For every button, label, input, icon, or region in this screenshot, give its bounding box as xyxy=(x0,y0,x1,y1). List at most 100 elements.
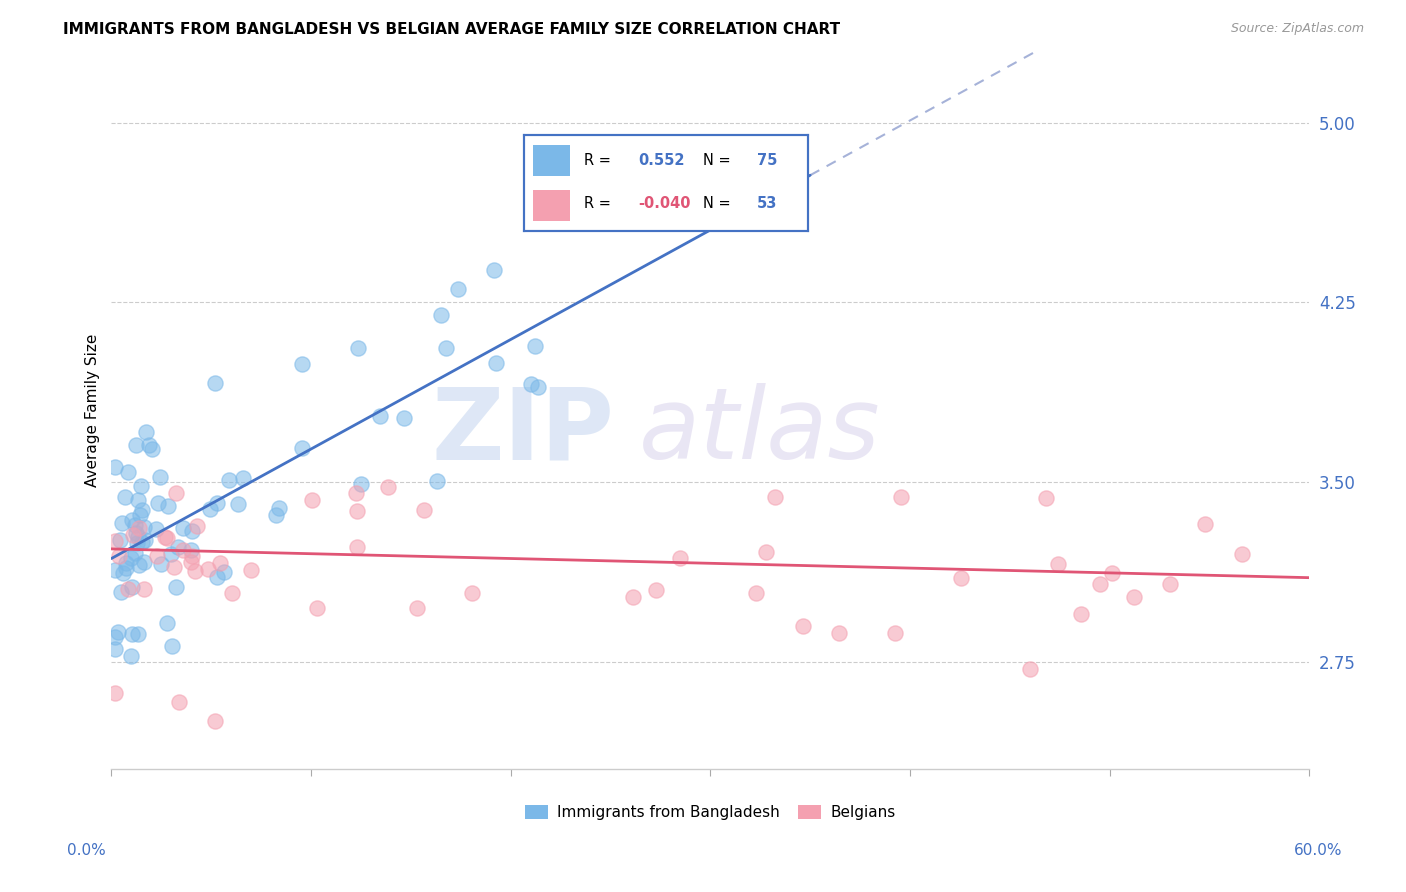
Point xyxy=(120,649,142,664)
Point xyxy=(485,356,508,370)
Point xyxy=(1019,662,1042,676)
Point xyxy=(114,561,136,575)
Point xyxy=(104,533,127,548)
Bar xyxy=(533,190,569,221)
Point xyxy=(1230,548,1253,562)
Point xyxy=(1123,591,1146,605)
Point xyxy=(104,630,127,644)
Point xyxy=(141,442,163,457)
Point xyxy=(159,547,181,561)
Point xyxy=(129,508,152,522)
Text: IMMIGRANTS FROM BANGLADESH VS BELGIAN AVERAGE FAMILY SIZE CORRELATION CHART: IMMIGRANTS FROM BANGLADESH VS BELGIAN AV… xyxy=(63,22,841,37)
Point xyxy=(149,469,172,483)
Point xyxy=(180,542,202,557)
Point xyxy=(131,534,153,549)
Point xyxy=(129,479,152,493)
Point xyxy=(145,522,167,536)
Point xyxy=(124,545,146,559)
Point xyxy=(121,627,143,641)
Point xyxy=(209,556,232,570)
Point xyxy=(165,486,187,500)
Point xyxy=(127,492,149,507)
Point xyxy=(108,549,131,564)
Point xyxy=(792,619,814,633)
Point xyxy=(645,583,668,598)
Point xyxy=(406,601,429,615)
Point xyxy=(197,562,219,576)
Legend: Immigrants from Bangladesh, Belgians: Immigrants from Bangladesh, Belgians xyxy=(519,799,901,826)
Text: R =: R = xyxy=(583,196,610,211)
Point xyxy=(165,580,187,594)
Text: Source: ZipAtlas.com: Source: ZipAtlas.com xyxy=(1230,22,1364,36)
Point xyxy=(434,342,457,356)
Point xyxy=(172,521,194,535)
Point xyxy=(1047,557,1070,571)
Point xyxy=(125,536,148,550)
Point xyxy=(621,590,644,604)
Point xyxy=(368,409,391,424)
Point xyxy=(104,460,127,475)
Point xyxy=(156,531,179,545)
Point xyxy=(127,531,149,545)
Point xyxy=(121,580,143,594)
Point xyxy=(150,557,173,571)
Point xyxy=(1070,607,1092,621)
Point xyxy=(127,626,149,640)
Point xyxy=(755,545,778,559)
Point xyxy=(221,585,243,599)
Point xyxy=(763,490,786,504)
Point xyxy=(121,513,143,527)
Point xyxy=(125,525,148,540)
Point xyxy=(128,521,150,535)
Point xyxy=(120,550,142,565)
Point xyxy=(163,560,186,574)
Point xyxy=(167,540,190,554)
Point xyxy=(1159,577,1181,591)
Point xyxy=(132,520,155,534)
Point xyxy=(156,499,179,513)
Point xyxy=(167,695,190,709)
Point xyxy=(104,563,127,577)
Point xyxy=(482,263,505,277)
Point xyxy=(228,497,250,511)
Point xyxy=(200,502,222,516)
Point xyxy=(114,491,136,505)
Point xyxy=(291,441,314,455)
Text: 75: 75 xyxy=(756,153,778,168)
Point xyxy=(1194,516,1216,531)
Point xyxy=(344,485,367,500)
Point xyxy=(111,516,134,531)
Point xyxy=(122,527,145,541)
Point xyxy=(172,543,194,558)
Point xyxy=(132,582,155,596)
Text: ZIP: ZIP xyxy=(432,383,614,480)
Point xyxy=(184,564,207,578)
Point xyxy=(218,473,240,487)
Point xyxy=(346,504,368,518)
Point xyxy=(104,686,127,700)
Point xyxy=(115,556,138,570)
Point xyxy=(350,476,373,491)
Point xyxy=(301,493,323,508)
Point xyxy=(305,600,328,615)
Point xyxy=(1101,566,1123,580)
Point xyxy=(745,586,768,600)
Point xyxy=(264,508,287,523)
Point xyxy=(156,615,179,630)
Text: -0.040: -0.040 xyxy=(638,196,690,211)
Point xyxy=(117,466,139,480)
Point xyxy=(153,531,176,545)
Text: N =: N = xyxy=(703,196,731,211)
Point xyxy=(104,641,127,656)
Point xyxy=(346,540,368,554)
Point xyxy=(214,565,236,579)
Point xyxy=(426,474,449,488)
Point xyxy=(413,503,436,517)
Point xyxy=(205,570,228,584)
Y-axis label: Average Family Size: Average Family Size xyxy=(86,334,100,487)
Point xyxy=(204,714,226,729)
Point xyxy=(204,376,226,390)
Point xyxy=(346,341,368,355)
Text: N =: N = xyxy=(703,153,731,168)
Text: R =: R = xyxy=(583,153,610,168)
